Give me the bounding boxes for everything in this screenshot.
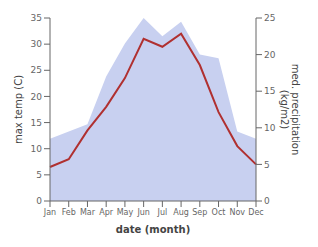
svg-text:0: 0 <box>264 196 270 206</box>
svg-text:Jan: Jan <box>43 208 56 217</box>
svg-text:Sep: Sep <box>192 208 207 217</box>
svg-text:Apr: Apr <box>99 208 114 217</box>
svg-text:20: 20 <box>31 92 43 102</box>
svg-text:max temp (C): max temp (C) <box>13 75 24 144</box>
svg-text:Jul: Jul <box>157 208 168 217</box>
svg-text:May: May <box>117 208 134 217</box>
svg-text:Dec: Dec <box>248 208 263 217</box>
svg-text:5: 5 <box>36 170 42 180</box>
svg-text:25: 25 <box>264 13 275 23</box>
svg-text:15: 15 <box>31 118 42 128</box>
svg-text:Oct: Oct <box>212 208 226 217</box>
svg-text:Feb: Feb <box>62 208 76 217</box>
svg-text:25: 25 <box>31 65 42 75</box>
svg-text:Aug: Aug <box>173 208 189 217</box>
svg-text:Jun: Jun <box>136 208 150 217</box>
svg-text:35: 35 <box>31 13 42 23</box>
svg-text:10: 10 <box>264 123 276 133</box>
svg-text:30: 30 <box>31 39 43 49</box>
svg-text:med. precipitation(kg/m2): med. precipitation(kg/m2) <box>279 64 301 156</box>
svg-text:Mar: Mar <box>80 208 96 217</box>
svg-text:5: 5 <box>264 160 270 170</box>
svg-text:15: 15 <box>264 86 275 96</box>
svg-text:date (month): date (month) <box>116 224 190 235</box>
svg-text:20: 20 <box>264 50 276 60</box>
svg-text:10: 10 <box>31 144 43 154</box>
svg-text:0: 0 <box>36 196 42 206</box>
svg-text:Nov: Nov <box>229 208 245 217</box>
